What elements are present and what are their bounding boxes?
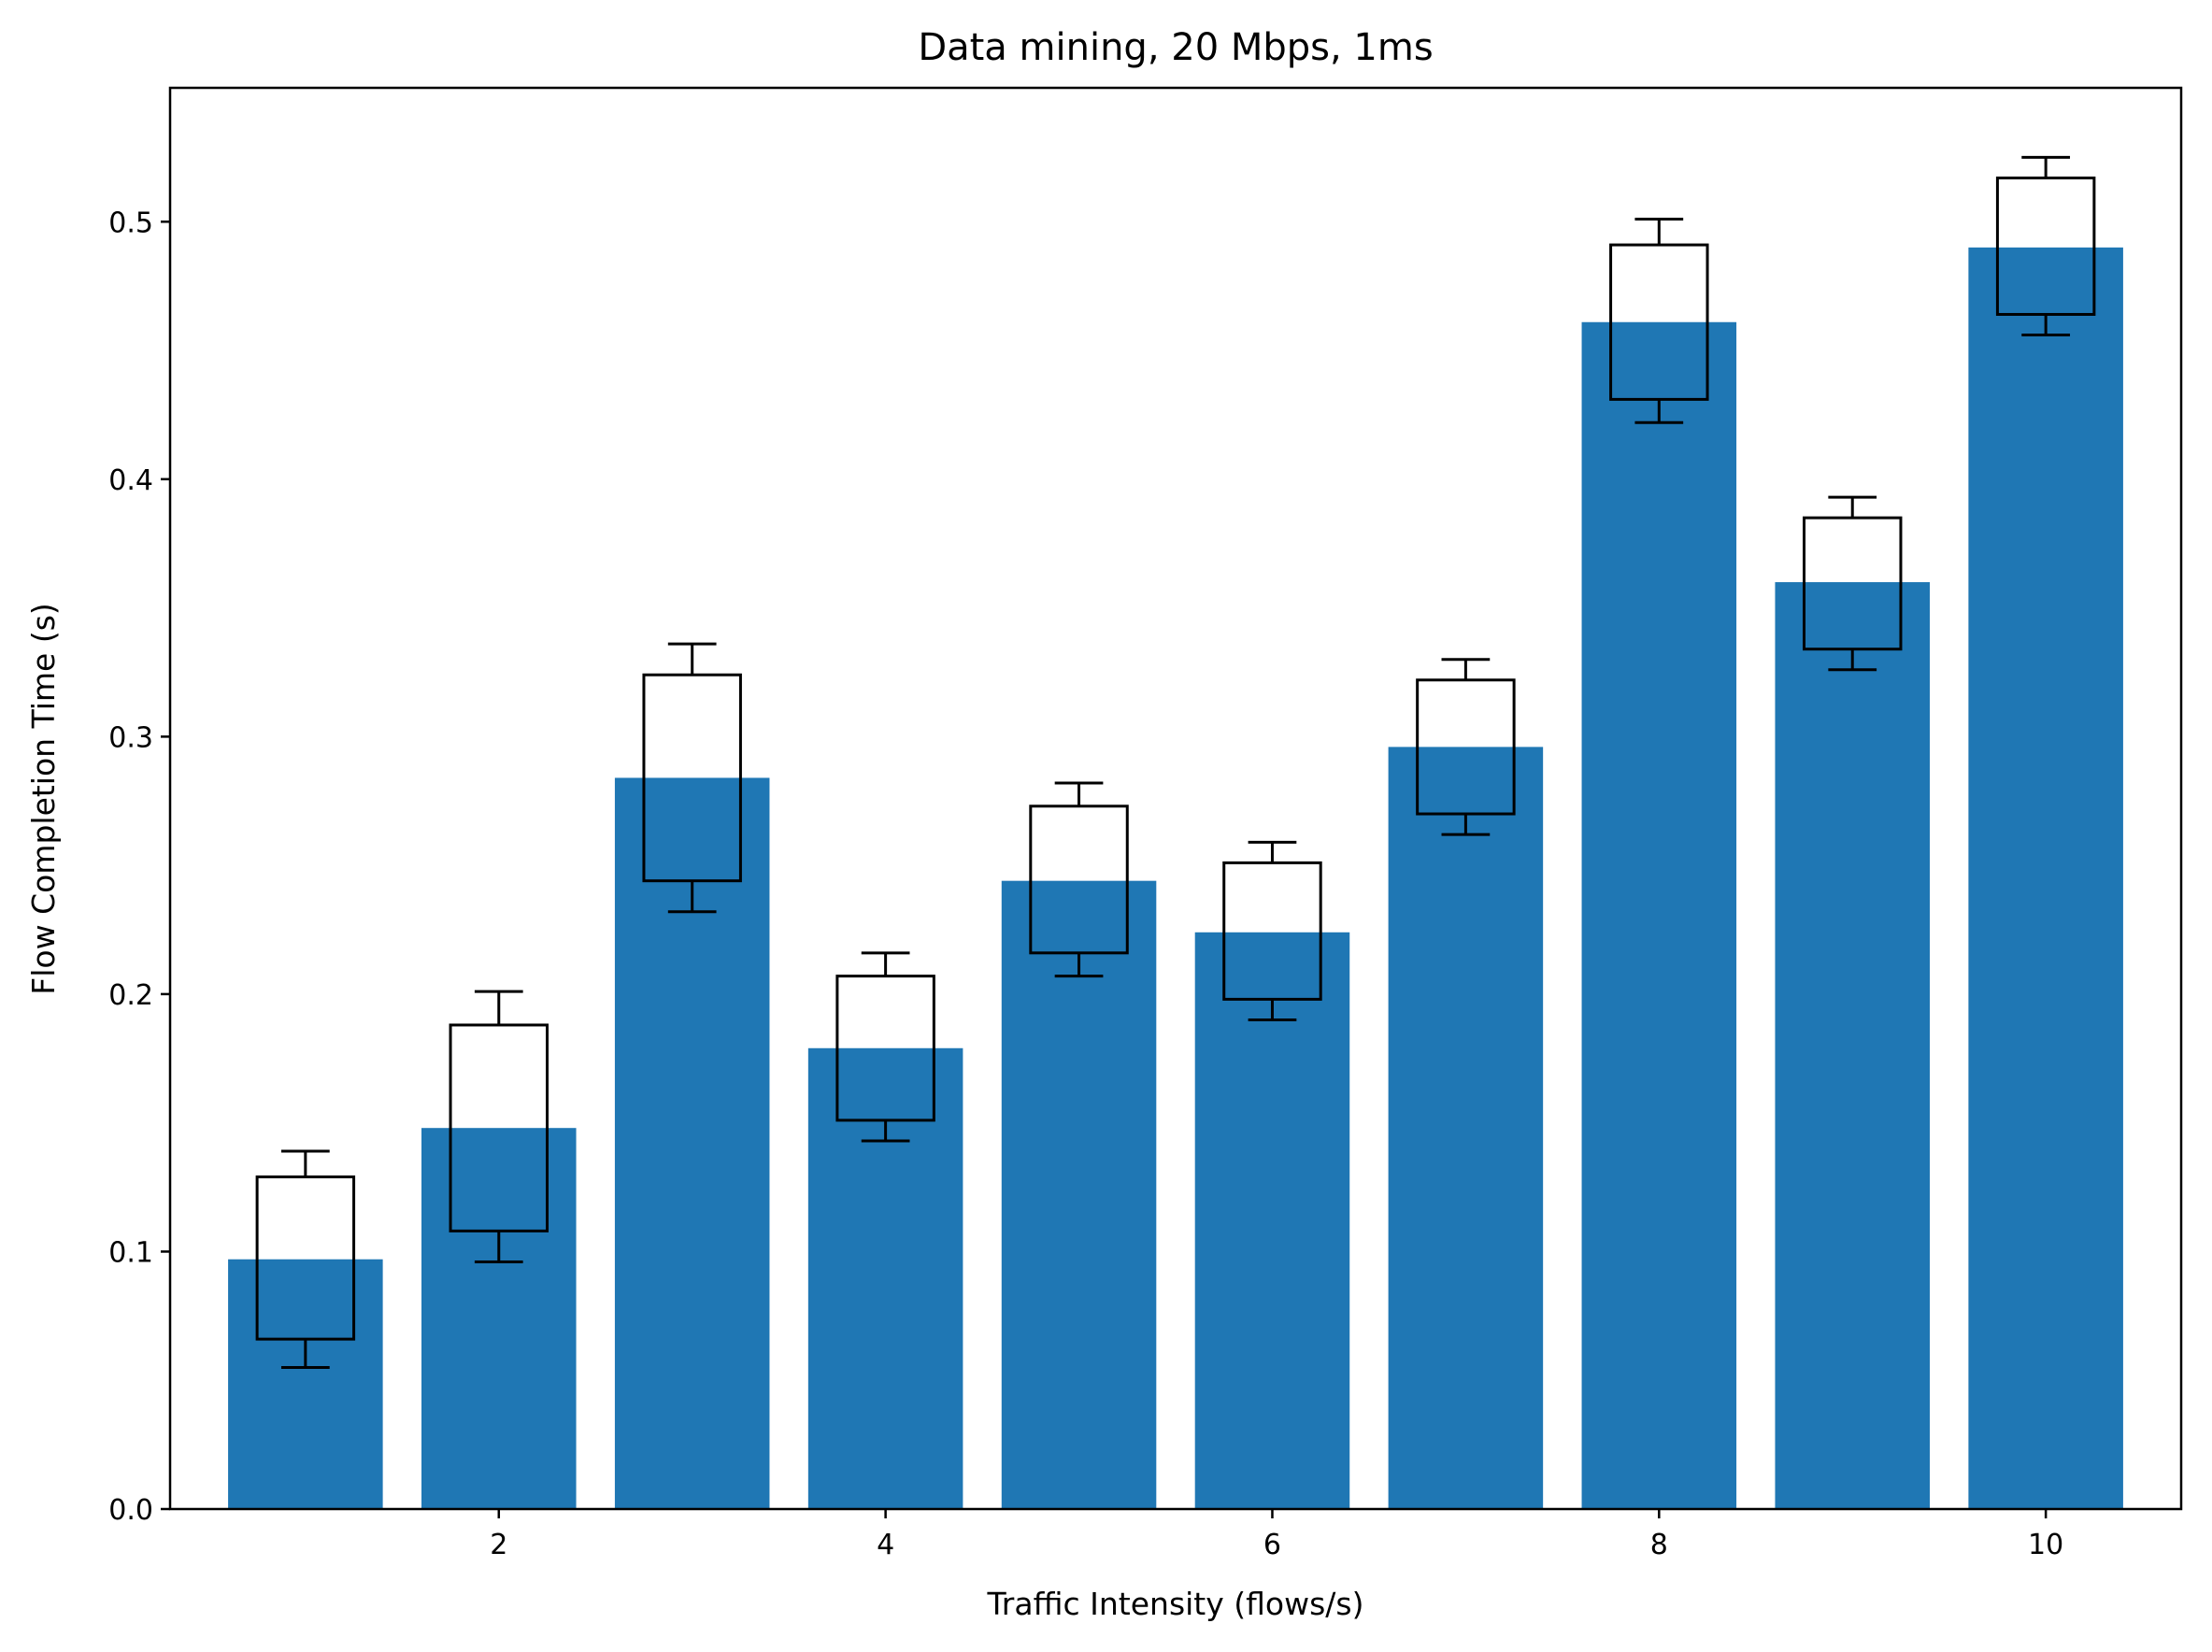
bar <box>1388 747 1544 1509</box>
bar <box>1581 321 1737 1509</box>
bar <box>1001 880 1157 1509</box>
y-tick-label: 0.4 <box>108 464 153 497</box>
x-tick-label: 4 <box>877 1529 894 1561</box>
bar <box>807 1047 963 1509</box>
x-tick-label: 8 <box>1650 1529 1668 1561</box>
y-tick-label: 0.2 <box>108 979 153 1012</box>
y-tick-label: 0.0 <box>108 1494 153 1527</box>
chart-title: Data mining, 20 Mbps, 1ms <box>918 26 1433 69</box>
y-tick-label: 0.3 <box>108 721 153 754</box>
y-axis: 0.0 0.1 0.2 0.3 0.4 0.5 <box>108 206 170 1527</box>
y-tick-label: 0.5 <box>108 206 153 239</box>
x-tick-label: 2 <box>490 1529 507 1561</box>
x-axis-label: Traffic Intensity (flows/s) <box>987 1586 1364 1622</box>
bar <box>421 1128 577 1509</box>
bar <box>1968 247 2123 1510</box>
plot-frame <box>168 86 2183 1511</box>
x-tick-label: 10 <box>2028 1529 2063 1561</box>
x-tick-label: 6 <box>1263 1529 1281 1561</box>
y-tick-label: 0.1 <box>108 1236 153 1269</box>
bars-layer <box>228 247 2123 1510</box>
bar <box>228 1259 383 1509</box>
y-axis-label: Flow Completion Time (s) <box>25 603 62 995</box>
x-axis: 2 4 6 8 10 <box>490 1509 2063 1561</box>
boxes-layer <box>255 155 2096 1369</box>
bar <box>1194 932 1350 1509</box>
bar <box>1775 582 1930 1509</box>
